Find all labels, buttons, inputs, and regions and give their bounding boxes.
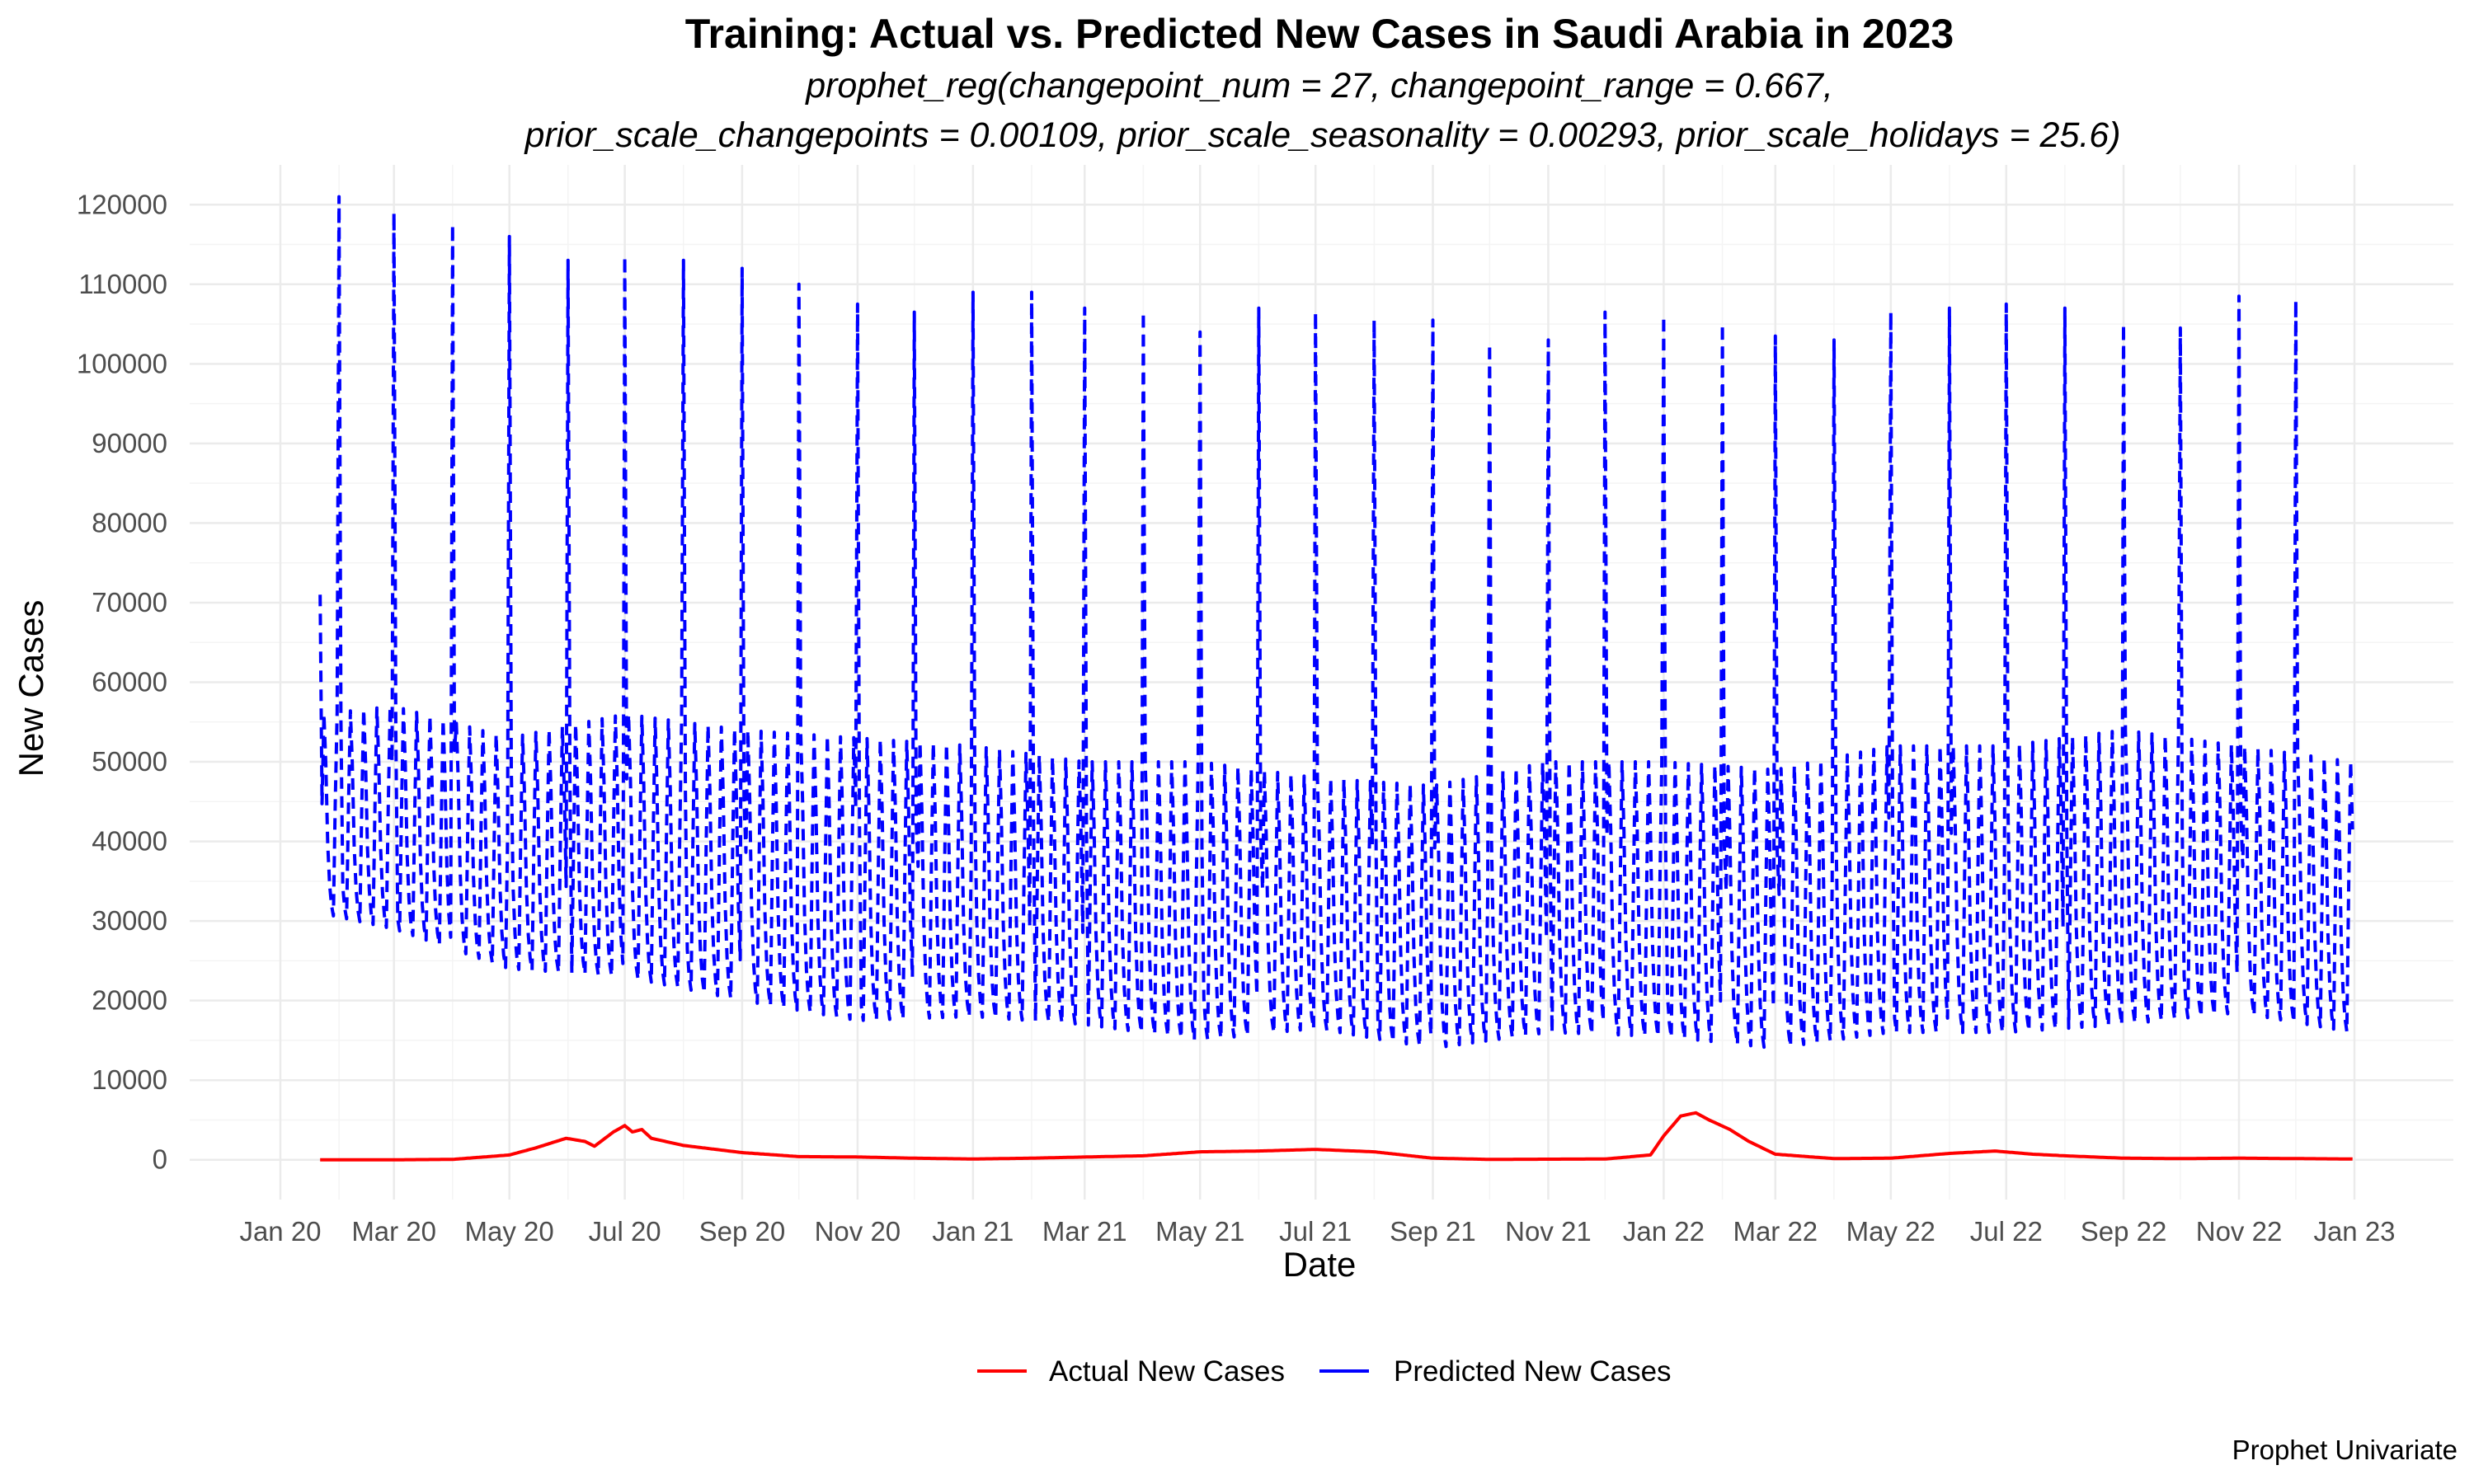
y-tick-label: 20000 <box>92 985 167 1016</box>
series-predicted <box>318 195 2354 1050</box>
x-tick-label: Mar 21 <box>1042 1216 1127 1247</box>
x-tick-label: Jan 23 <box>2313 1216 2395 1247</box>
y-tick-label: 10000 <box>92 1064 167 1095</box>
x-tick-label: May 21 <box>1155 1216 1244 1247</box>
y-tick-label: 70000 <box>92 587 167 618</box>
x-tick-label: Jul 22 <box>1970 1216 2043 1247</box>
x-tick-label: Jul 21 <box>1279 1216 1352 1247</box>
x-tick-label: Jul 20 <box>589 1216 661 1247</box>
chart-subtitle-line-2: prior_scale_changepoints = 0.00109, prio… <box>523 115 2120 155</box>
legend-label-actual: Actual New Cases <box>1049 1355 1285 1388</box>
y-tick-label: 80000 <box>92 507 167 538</box>
x-tick-label: Jan 20 <box>239 1216 321 1247</box>
predicted-new-cases-line <box>318 195 2354 1050</box>
y-tick-label: 0 <box>153 1144 167 1175</box>
y-tick-label: 110000 <box>78 269 167 299</box>
x-axis-title: Date <box>1283 1245 1357 1284</box>
x-tick-label: Nov 22 <box>2196 1216 2283 1247</box>
y-tick-label: 40000 <box>92 826 167 857</box>
chart-subtitle-line-1: prophet_reg(changepoint_num = 27, change… <box>804 66 1833 106</box>
y-tick-label: 120000 <box>77 189 167 219</box>
y-tick-label: 90000 <box>92 428 167 458</box>
x-tick-label: Jan 22 <box>1623 1216 1705 1247</box>
x-tick-label: Sep 20 <box>699 1216 786 1247</box>
y-tick-label: 100000 <box>77 348 167 378</box>
legend-label-predicted: Predicted New Cases <box>1394 1355 1672 1388</box>
chart-caption: Prophet Univariate <box>2232 1435 2458 1465</box>
y-tick-label: 30000 <box>92 905 167 936</box>
x-tick-label: Nov 21 <box>1505 1216 1592 1247</box>
actual-new-cases-line <box>320 1111 2353 1162</box>
grid-major <box>190 165 2453 1200</box>
x-tick-label: Mar 22 <box>1733 1216 1818 1247</box>
y-tick-label: 60000 <box>92 667 167 697</box>
y-tick-label: 50000 <box>92 746 167 777</box>
y-ticks: 0 10000 20000 30000 40000 50000 60000 70000 8000… <box>77 189 167 1174</box>
x-tick-label: May 22 <box>1846 1216 1935 1247</box>
legend: Actual New Cases Predicted New Cases <box>977 1355 1672 1388</box>
series-actual <box>320 1111 2353 1162</box>
x-ticks: Jan 20 Mar 20 May 20 Jul 20 Sep 20 Nov 20 Jan … <box>239 1216 2395 1247</box>
x-tick-label: Sep 22 <box>2081 1216 2167 1247</box>
x-tick-label: Sep 21 <box>1390 1216 1476 1247</box>
y-axis-title: New Cases <box>12 600 50 777</box>
x-tick-label: Nov 20 <box>815 1216 901 1247</box>
x-tick-label: Jan 21 <box>932 1216 1014 1247</box>
chart-title: Training: Actual vs. Predicted New Cases… <box>685 11 1954 57</box>
x-tick-label: May 20 <box>465 1216 554 1247</box>
x-tick-label: Mar 20 <box>351 1216 436 1247</box>
